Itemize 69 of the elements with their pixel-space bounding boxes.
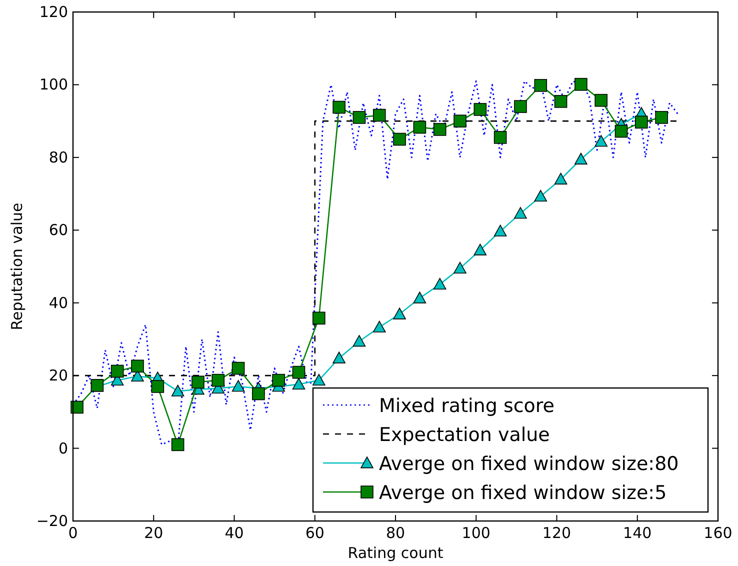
x-tick-label: 160 xyxy=(704,524,732,542)
point xyxy=(574,78,588,91)
point xyxy=(352,111,366,124)
point xyxy=(110,364,124,378)
point xyxy=(212,374,225,387)
point xyxy=(514,207,527,219)
y-tick-label: 60 xyxy=(48,221,68,240)
legend-label: Expectation value xyxy=(379,424,550,446)
point xyxy=(252,387,265,400)
point xyxy=(192,376,204,389)
point xyxy=(232,362,245,375)
point xyxy=(393,132,406,146)
point xyxy=(534,79,548,92)
y-tick-label: 120 xyxy=(39,3,68,21)
y-tick-label: 100 xyxy=(39,76,68,94)
point xyxy=(332,352,346,364)
point xyxy=(272,374,285,387)
point xyxy=(474,244,487,256)
x-tick-label: 60 xyxy=(305,524,324,542)
x-tick-label: 20 xyxy=(144,524,164,542)
y-axis-title: Reputation value xyxy=(8,202,26,330)
point xyxy=(494,224,507,236)
legend-label: Averge on fixed window size:80 xyxy=(379,453,679,475)
point xyxy=(454,114,466,128)
point xyxy=(433,123,446,136)
point xyxy=(514,100,527,113)
point xyxy=(372,320,386,332)
point xyxy=(574,152,588,164)
point xyxy=(292,366,306,379)
point xyxy=(312,374,326,386)
point xyxy=(534,190,548,202)
point xyxy=(171,384,184,396)
point xyxy=(554,172,568,184)
point xyxy=(332,100,346,114)
point xyxy=(635,116,648,129)
y-tick-label: 80 xyxy=(48,148,68,166)
legend-label: Averge on fixed window size:5 xyxy=(379,482,667,504)
point xyxy=(554,95,568,108)
x-tick-label: 120 xyxy=(542,524,572,542)
x-tick-label: 100 xyxy=(462,524,490,542)
point xyxy=(594,94,608,107)
y-tick-label: 0 xyxy=(58,439,68,458)
point xyxy=(70,400,84,414)
point xyxy=(292,378,306,390)
x-tick-label: 40 xyxy=(224,524,244,542)
legend-label: Mixed rating score xyxy=(379,395,554,417)
point xyxy=(494,131,507,144)
point xyxy=(312,312,326,325)
point xyxy=(454,262,466,274)
point xyxy=(413,120,426,134)
x-tick-label: 140 xyxy=(623,524,652,542)
y-tick-label: 40 xyxy=(48,294,68,312)
point xyxy=(232,380,245,392)
point xyxy=(352,334,366,347)
point xyxy=(131,360,144,373)
point xyxy=(474,103,487,116)
point xyxy=(413,292,426,304)
point xyxy=(655,111,668,124)
point xyxy=(594,135,608,147)
point xyxy=(433,278,446,290)
y-tick-label: −20 xyxy=(36,512,68,530)
point xyxy=(171,438,184,452)
y-tick-label: 20 xyxy=(48,366,68,385)
x-tick-label: 80 xyxy=(386,524,406,542)
point xyxy=(614,124,628,138)
point xyxy=(151,380,164,393)
point xyxy=(393,308,406,320)
x-axis-title: Rating count xyxy=(348,544,444,562)
point xyxy=(372,108,386,122)
